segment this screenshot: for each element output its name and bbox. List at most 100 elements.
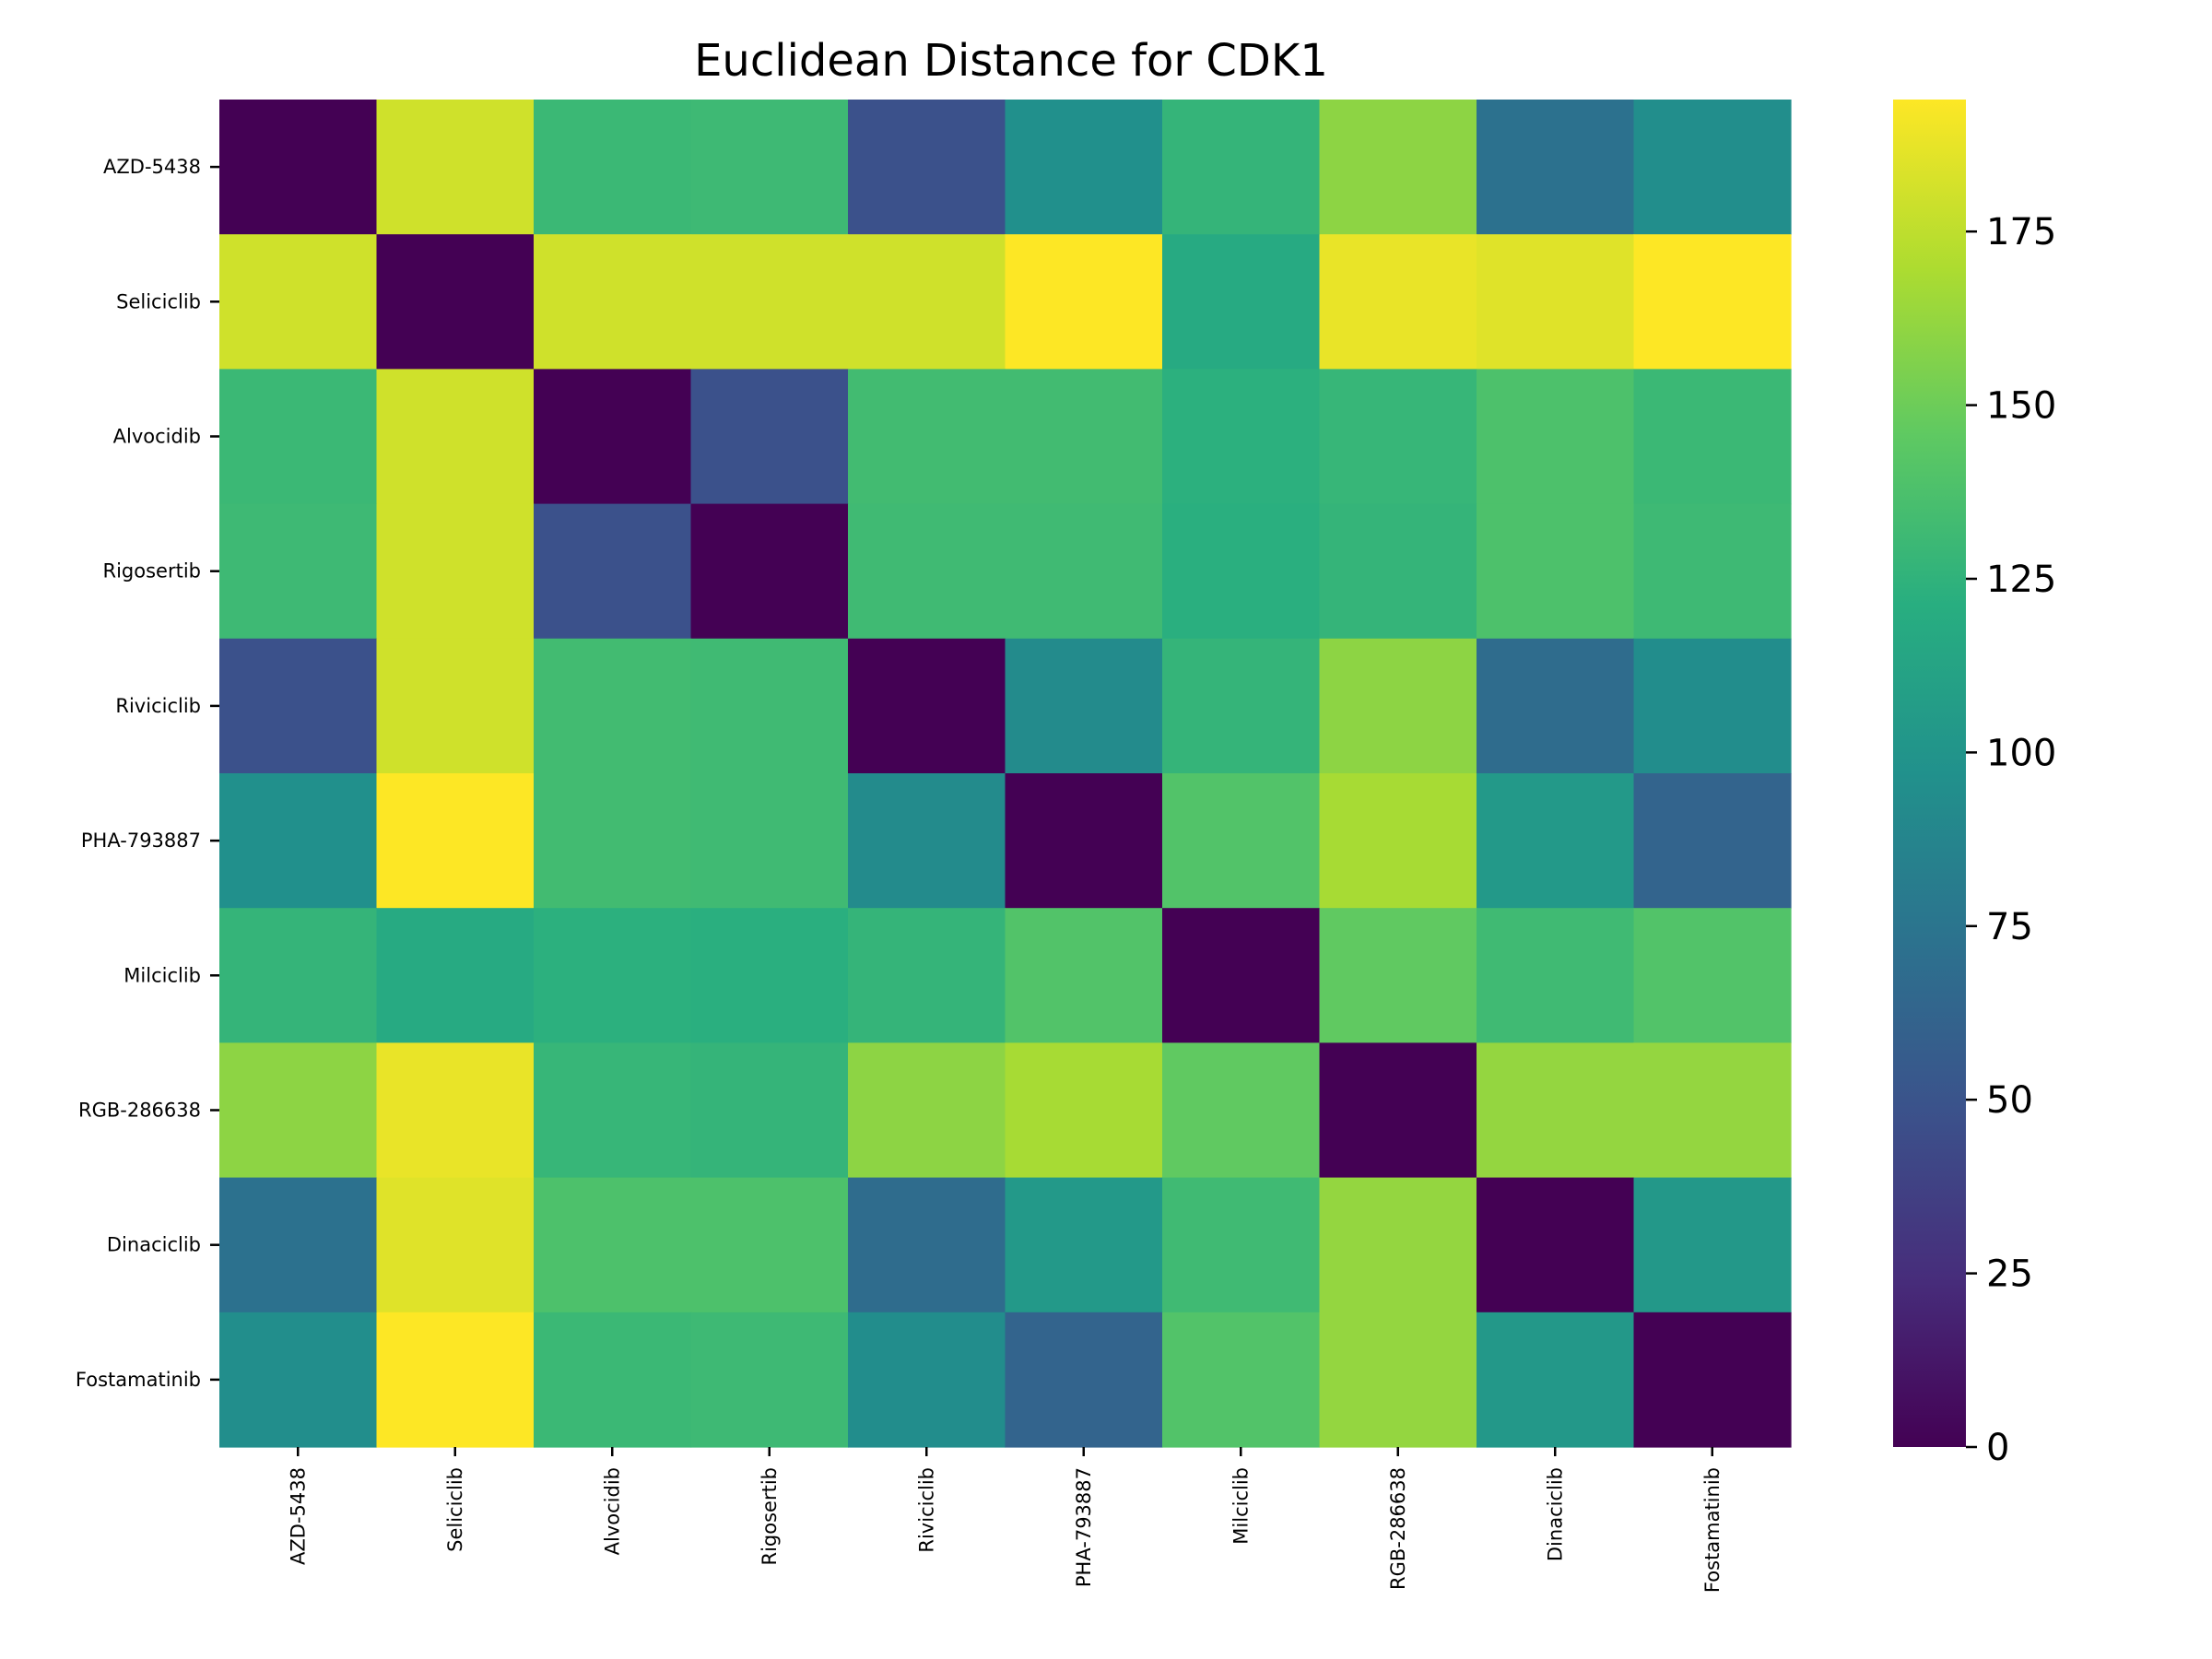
colorbar-tick-label: 25 xyxy=(1986,1253,2033,1296)
heatmap-cell xyxy=(690,369,849,505)
heatmap-cell xyxy=(1319,503,1477,640)
heatmap-cell xyxy=(1162,1042,1321,1179)
colorbar-tick-label: 125 xyxy=(1986,559,2056,601)
x-tick-label: Fostamatinib xyxy=(1701,1467,1724,1593)
heatmap-cells xyxy=(219,100,1792,1448)
colorbar-tick-label: 175 xyxy=(1986,211,2056,253)
heatmap-cell xyxy=(1162,369,1321,505)
heatmap-cell xyxy=(1633,908,1792,1043)
heatmap-cell xyxy=(1633,1042,1792,1179)
heatmap-cell xyxy=(534,773,692,909)
heatmap-cell xyxy=(690,1177,849,1313)
heatmap-cell xyxy=(848,773,1006,909)
x-tick-label: AZD-5438 xyxy=(287,1467,309,1565)
x-tick-label: Rigosertib xyxy=(759,1467,781,1566)
heatmap-cell xyxy=(1162,234,1321,370)
heatmap-cell xyxy=(1477,100,1635,235)
x-tick-label: Riviciclib xyxy=(915,1467,937,1553)
heatmap-cell xyxy=(219,773,378,909)
x-tick-label: Dinaciclib xyxy=(1544,1467,1566,1561)
heatmap-cell xyxy=(1319,773,1477,909)
colorbar-tick-label: 150 xyxy=(1986,385,2056,428)
heatmap-cell xyxy=(1319,369,1477,505)
heatmap-cell xyxy=(690,1042,849,1179)
heatmap-cell xyxy=(1005,369,1163,505)
heatmap-cell xyxy=(219,638,378,774)
heatmap-cell xyxy=(1477,503,1635,640)
heatmap-cell xyxy=(690,638,849,774)
x-tick-label: Alvocidib xyxy=(601,1467,623,1555)
heatmap-cell xyxy=(1005,503,1163,640)
heatmap-cell xyxy=(1319,234,1477,370)
heatmap-cell xyxy=(690,908,849,1043)
heatmap-cell xyxy=(534,908,692,1043)
heatmap-cell xyxy=(1005,1042,1163,1179)
y-axis: AZD-5438 Seliciclib Alvocidib Rigosertib Riv… xyxy=(76,156,219,1391)
heatmap-cell xyxy=(690,503,849,640)
heatmap-cell xyxy=(1477,234,1635,370)
heatmap-cell xyxy=(1633,773,1792,909)
heatmap-cell xyxy=(848,503,1006,640)
heatmap-cell xyxy=(376,638,535,774)
heatmap-cell xyxy=(1477,369,1635,505)
heatmap-cell xyxy=(376,908,535,1043)
y-tick-label: Rigosertib xyxy=(103,560,202,582)
heatmap-cell xyxy=(1477,1312,1635,1448)
heatmap-cell xyxy=(219,1312,378,1448)
x-tick-label: Milciclib xyxy=(1230,1467,1252,1545)
x-axis: AZD-5438 Seliciclib Alvocidib Rigosertib Riv… xyxy=(287,1447,1724,1593)
heatmap-cell xyxy=(1319,1042,1477,1179)
heatmap-cell xyxy=(1477,773,1635,909)
heatmap-cell xyxy=(1633,638,1792,774)
y-tick-label: Alvocidib xyxy=(113,426,201,448)
heatmap-cell xyxy=(1005,773,1163,909)
heatmap-cell xyxy=(219,234,378,370)
y-tick-label: AZD-5438 xyxy=(103,156,201,178)
y-tick-label: Seliciclib xyxy=(116,290,201,312)
x-tick-label: Seliciclib xyxy=(444,1467,466,1552)
colorbar-tick-label: 0 xyxy=(1986,1427,2009,1469)
heatmap-cell xyxy=(534,234,692,370)
heatmap-cell xyxy=(534,638,692,774)
y-tick-label: Riviciclib xyxy=(115,695,201,717)
y-tick-label: PHA-793887 xyxy=(81,830,201,852)
heatmap-cell xyxy=(219,908,378,1043)
heatmap-cell xyxy=(376,100,535,235)
chart-title: Euclidean Distance for CDK1 xyxy=(694,35,1328,87)
heatmap-cell xyxy=(1005,638,1163,774)
heatmap-cell xyxy=(1477,908,1635,1043)
heatmap-cell xyxy=(1633,234,1792,370)
heatmap-cell xyxy=(1005,1177,1163,1313)
heatmap-cell xyxy=(376,773,535,909)
heatmap-cell xyxy=(1162,1312,1321,1448)
heatmap-cell xyxy=(690,234,849,370)
x-tick-label: PHA-793887 xyxy=(1073,1467,1095,1587)
heatmap-cell xyxy=(690,1312,849,1448)
heatmap-cell xyxy=(1162,638,1321,774)
heatmap-cell xyxy=(376,234,535,370)
colorbar-gradient xyxy=(1893,100,1966,1447)
heatmap-cell xyxy=(690,773,849,909)
heatmap-cell xyxy=(1005,100,1163,235)
heatmap-cell xyxy=(534,1177,692,1313)
heatmap-cell xyxy=(534,1042,692,1179)
heatmap-cell xyxy=(1633,1312,1792,1448)
colorbar: 0 25 50 75 100 125 150 175 xyxy=(1893,100,2056,1469)
heatmap-cell xyxy=(1005,234,1163,370)
heatmap-cell xyxy=(848,100,1006,235)
heatmap-cell xyxy=(848,908,1006,1043)
y-tick-label: RGB-286638 xyxy=(78,1100,201,1122)
heatmap-cell xyxy=(1477,1042,1635,1179)
heatmap-cell xyxy=(376,1177,535,1313)
heatmap-cell xyxy=(376,1042,535,1179)
y-tick-label: Fostamatinib xyxy=(76,1369,201,1391)
heatmap-cell xyxy=(1477,1177,1635,1313)
heatmap-cell xyxy=(1319,638,1477,774)
colorbar-tick-label: 100 xyxy=(1986,732,2056,774)
y-tick-label: Dinaciclib xyxy=(107,1234,201,1256)
heatmap-cell xyxy=(1162,100,1321,235)
heatmap-cell xyxy=(219,503,378,640)
heatmap-cell xyxy=(1633,503,1792,640)
heatmap-cell xyxy=(1633,369,1792,505)
